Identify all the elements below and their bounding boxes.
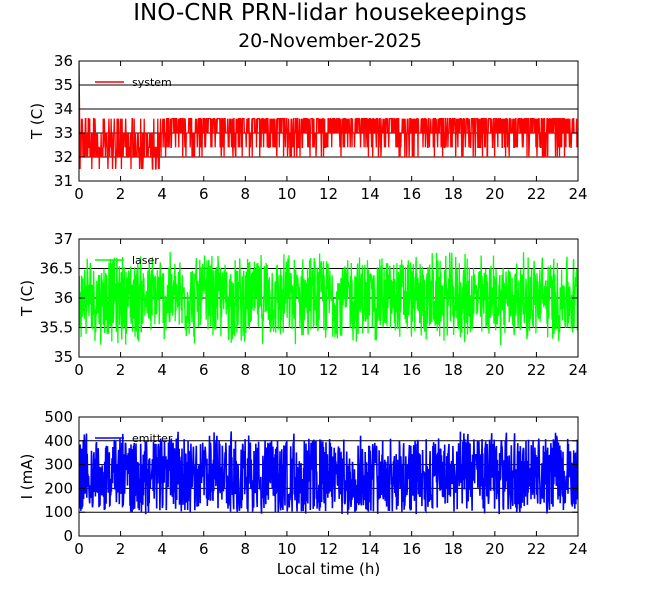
x-tick-label: 10 xyxy=(277,185,296,203)
legend-label: laser xyxy=(132,254,159,267)
x-tick-label: 16 xyxy=(402,540,421,558)
x-tick-label: 6 xyxy=(199,185,209,203)
x-tick-label: 14 xyxy=(361,185,380,203)
y-tick-label: 37 xyxy=(54,230,73,248)
y-axis-label: T (C) xyxy=(18,280,36,317)
y-tick-label: 36 xyxy=(54,289,73,307)
x-tick-label: 12 xyxy=(319,361,338,379)
x-tick-label: 8 xyxy=(241,185,251,203)
x-tick-label: 2 xyxy=(116,361,126,379)
y-axis-label: I (mA) xyxy=(18,454,36,500)
y-tick-label: 200 xyxy=(44,479,73,497)
laser-series-line xyxy=(79,252,578,346)
x-tick-label: 4 xyxy=(157,540,167,558)
y-tick-label: 400 xyxy=(44,432,73,450)
legend-label: system xyxy=(132,76,172,89)
y-tick-label: 300 xyxy=(44,456,73,474)
x-tick-label: 12 xyxy=(319,540,338,558)
y-tick-label: 35.5 xyxy=(40,319,73,337)
x-tick-label: 6 xyxy=(199,361,209,379)
x-tick-label: 18 xyxy=(444,540,463,558)
x-tick-label: 2 xyxy=(116,185,126,203)
x-tick-label: 20 xyxy=(485,185,504,203)
x-tick-label: 8 xyxy=(241,361,251,379)
x-tick-label: 22 xyxy=(527,185,546,203)
x-tick-label: 16 xyxy=(402,361,421,379)
system-series-line xyxy=(79,61,578,170)
y-tick-label: 0 xyxy=(63,527,73,545)
page-title: INO-CNR PRN-lidar housekeepings xyxy=(133,0,527,26)
x-tick-label: 20 xyxy=(485,361,504,379)
y-tick-label: 32 xyxy=(54,148,73,166)
x-tick-label: 14 xyxy=(361,361,380,379)
emitter-series-line xyxy=(79,431,578,515)
x-tick-label: 10 xyxy=(277,361,296,379)
x-tick-label: 24 xyxy=(568,540,587,558)
x-tick-label: 14 xyxy=(361,540,380,558)
y-tick-label: 100 xyxy=(44,503,73,521)
y-tick-label: 36 xyxy=(54,52,73,70)
x-tick-label: 22 xyxy=(527,361,546,379)
legend-label: emitter xyxy=(132,432,173,445)
y-tick-label: 31 xyxy=(54,172,73,190)
x-tick-label: 8 xyxy=(241,540,251,558)
x-tick-label: 18 xyxy=(444,361,463,379)
x-tick-label: 24 xyxy=(568,361,587,379)
y-tick-label: 33 xyxy=(54,124,73,142)
x-tick-label: 4 xyxy=(157,361,167,379)
y-tick-label: 34 xyxy=(54,100,73,118)
x-tick-label: 4 xyxy=(157,185,167,203)
x-tick-label: 20 xyxy=(485,540,504,558)
y-tick-label: 500 xyxy=(44,408,73,426)
x-tick-label: 24 xyxy=(568,185,587,203)
y-tick-label: 36.5 xyxy=(40,260,73,278)
x-tick-label: 16 xyxy=(402,185,421,203)
x-tick-label: 10 xyxy=(277,540,296,558)
page-subtitle: 20-November-2025 xyxy=(238,30,422,52)
y-axis-label: T (C) xyxy=(28,103,46,140)
x-tick-label: 22 xyxy=(527,540,546,558)
x-axis-label: Local time (h) xyxy=(277,560,381,578)
y-tick-label: 35 xyxy=(54,348,73,366)
x-tick-label: 18 xyxy=(444,185,463,203)
x-tick-label: 12 xyxy=(319,185,338,203)
x-tick-label: 0 xyxy=(74,185,84,203)
x-tick-label: 6 xyxy=(199,540,209,558)
y-tick-label: 35 xyxy=(54,76,73,94)
x-tick-label: 0 xyxy=(74,540,84,558)
x-tick-label: 2 xyxy=(116,540,126,558)
x-tick-label: 0 xyxy=(74,361,84,379)
